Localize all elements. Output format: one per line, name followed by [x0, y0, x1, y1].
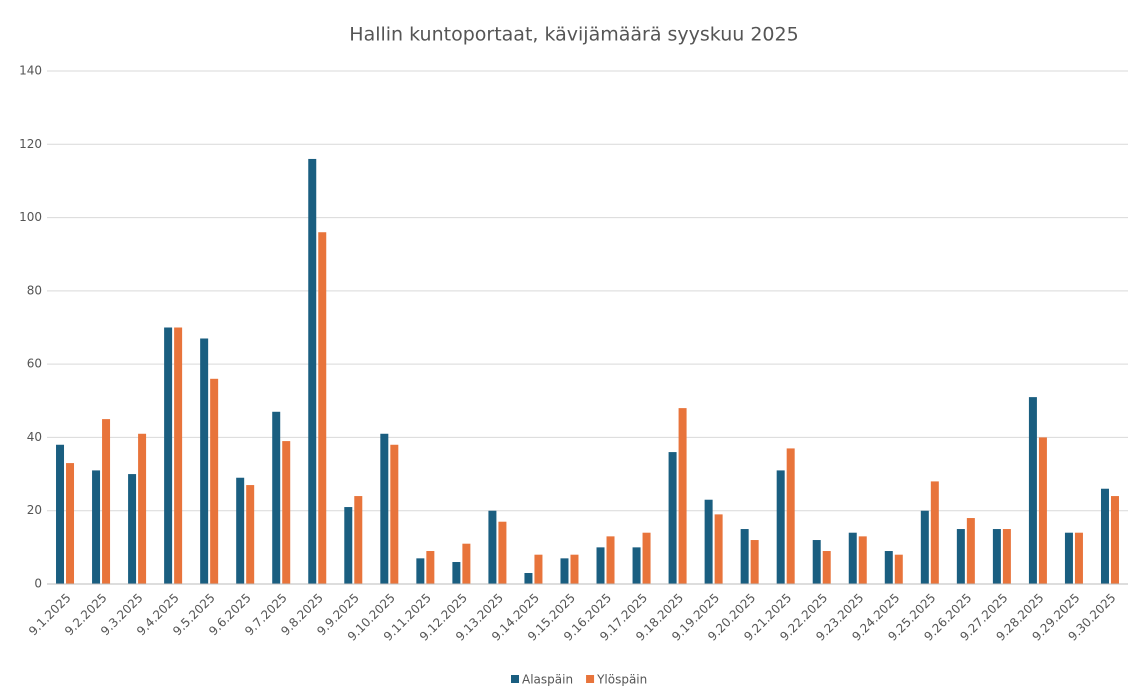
- bar: [308, 158, 317, 584]
- bar: [534, 554, 543, 584]
- bar: [668, 452, 677, 584]
- bar: [740, 529, 749, 584]
- bar: [920, 510, 929, 584]
- bar: [1110, 496, 1119, 584]
- bar: [632, 547, 641, 584]
- legend-label: Ylöspäin: [596, 673, 647, 687]
- bar: [92, 470, 101, 584]
- bar: [704, 499, 713, 584]
- y-tick-label: 20: [27, 503, 42, 517]
- y-tick-label: 0: [34, 577, 42, 591]
- bar: [560, 558, 569, 584]
- y-tick-label: 100: [19, 210, 42, 224]
- bar: [390, 444, 399, 584]
- y-tick-label: 140: [19, 64, 42, 78]
- bar: [66, 463, 75, 584]
- bar: [426, 551, 435, 584]
- bar: [966, 518, 975, 584]
- bar: [354, 496, 363, 584]
- legend-swatch: [511, 675, 519, 683]
- legend-swatch: [586, 675, 595, 683]
- bar: [246, 485, 255, 584]
- bar: [174, 327, 183, 584]
- bar: [56, 444, 65, 584]
- bar: [200, 338, 209, 584]
- bar: [318, 232, 327, 584]
- bar: [462, 543, 471, 584]
- bar: [380, 433, 389, 584]
- bar: [786, 448, 795, 584]
- bar: [210, 378, 219, 584]
- bar: [488, 510, 497, 584]
- bar: [714, 514, 723, 584]
- bar: [128, 474, 137, 584]
- bar: [272, 411, 281, 584]
- bar: [452, 562, 461, 584]
- bar: [1028, 397, 1037, 584]
- bar: [344, 507, 353, 584]
- bar: [1100, 488, 1109, 584]
- bar: [812, 540, 821, 584]
- bar: [282, 441, 291, 584]
- bar: [884, 551, 893, 584]
- bar: [164, 327, 173, 584]
- bar: [992, 529, 1001, 584]
- bar: [1064, 532, 1073, 584]
- bar: [776, 470, 785, 584]
- bar: [678, 408, 687, 584]
- y-tick-label: 60: [27, 357, 42, 371]
- chart-title: Hallin kuntoportaat, kävijämäärä syyskuu…: [349, 24, 798, 46]
- legend-label: Alaspäin: [522, 673, 573, 687]
- bar: [236, 477, 245, 584]
- bar: [416, 558, 425, 584]
- bar: [750, 540, 759, 584]
- bar: [138, 433, 147, 584]
- y-tick-label: 40: [27, 430, 42, 444]
- bar: [498, 521, 507, 584]
- y-tick-label: 80: [27, 283, 42, 297]
- bar: [642, 532, 651, 584]
- bar: [1038, 437, 1047, 584]
- bar: [848, 532, 857, 584]
- bar: [1074, 532, 1083, 584]
- bar: [894, 554, 903, 584]
- bar: [606, 536, 615, 584]
- bar: [956, 529, 965, 584]
- bar: [930, 481, 939, 584]
- y-tick-label: 120: [19, 137, 42, 151]
- bar: [570, 554, 579, 584]
- bar: [858, 536, 867, 584]
- bar: [822, 551, 831, 584]
- bar: [1002, 529, 1011, 584]
- bar: [102, 419, 111, 584]
- bar: [524, 573, 533, 584]
- bar: [596, 547, 605, 584]
